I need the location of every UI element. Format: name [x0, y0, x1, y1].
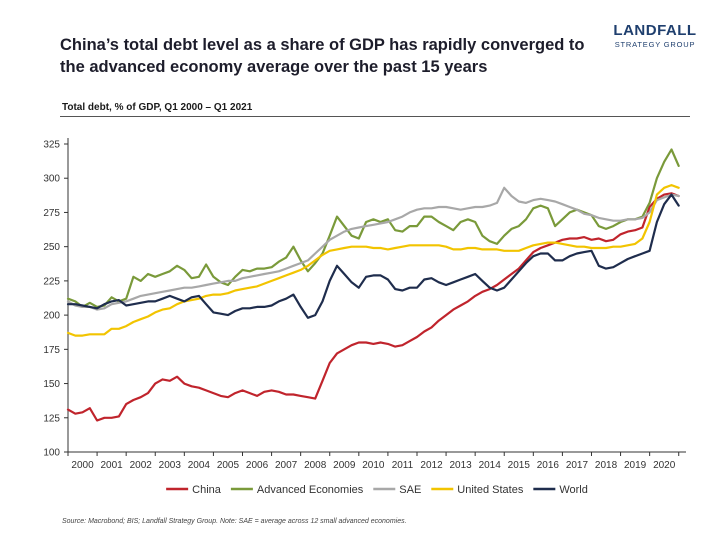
x-tick-label: 2006	[246, 460, 269, 471]
y-tick-label: 300	[43, 174, 60, 185]
x-tick-label: 2011	[392, 460, 414, 471]
legend-label-united-states: United States	[457, 484, 524, 496]
y-tick-label: 175	[43, 345, 60, 356]
x-tick-label: 2005	[217, 460, 240, 471]
x-tick-label: 2016	[537, 460, 560, 471]
x-tick-label: 2019	[624, 460, 647, 471]
series-line-united-states	[66, 184, 680, 337]
y-tick-label: 200	[43, 311, 60, 322]
x-tick-label: 2004	[188, 460, 211, 471]
x-tick-label: 2009	[333, 460, 356, 471]
logo-sub-text: STRATEGY GROUP	[614, 40, 696, 49]
series-line-sae	[66, 186, 680, 311]
y-tick-label: 225	[43, 276, 60, 287]
x-tick-label: 2008	[304, 460, 327, 471]
legend-label-sae: SAE	[399, 484, 421, 496]
title-divider	[60, 116, 690, 117]
series-line-advanced-economies	[66, 148, 680, 308]
logo-main-text: LANDFALL	[613, 22, 697, 39]
y-tick-label: 150	[43, 379, 60, 390]
y-tick-label: 100	[43, 448, 60, 459]
x-tick-label: 2017	[566, 460, 589, 471]
x-tick-label: 2012	[420, 460, 443, 471]
debt-line-chart: 100 125 150 175 200 225 250 275 300 325 2000 2001 20…	[43, 138, 686, 496]
x-tick-label: 2020	[653, 460, 676, 471]
series-line-world	[66, 193, 680, 319]
y-tick-label: 125	[43, 413, 60, 424]
source-note: Source: Macrobond; BIS; Landfall Strateg…	[62, 518, 407, 525]
x-tick-label: 2001	[100, 460, 123, 471]
y-tick-label: 325	[43, 140, 60, 151]
x-tick-label: 2014	[479, 460, 502, 471]
x-tick-label: 2002	[130, 460, 153, 471]
y-tick-label: 275	[43, 208, 60, 219]
x-tick-label: 2015	[508, 460, 531, 471]
y-tick-label: 250	[43, 242, 60, 253]
chart-subtitle: Total debt, % of GDP, Q1 2000 – Q1 2021	[62, 102, 253, 113]
series-line-china	[66, 192, 680, 422]
x-tick-label: 2003	[159, 460, 182, 471]
x-tick-label: 2010	[362, 460, 385, 471]
x-tick-label: 2000	[71, 460, 94, 471]
legend-label-china: China	[192, 484, 222, 496]
x-tick-label: 2018	[595, 460, 618, 471]
x-tick-label: 2013	[449, 460, 472, 471]
x-tick-label: 2007	[275, 460, 298, 471]
landfall-logo: LANDFALL STRATEGY GROUP	[605, 22, 705, 50]
legend-label-world: World	[559, 484, 588, 496]
legend-label-advanced-economies: Advanced Economies	[257, 484, 364, 496]
page-title: China’s total debt level as a share of G…	[60, 36, 585, 76]
